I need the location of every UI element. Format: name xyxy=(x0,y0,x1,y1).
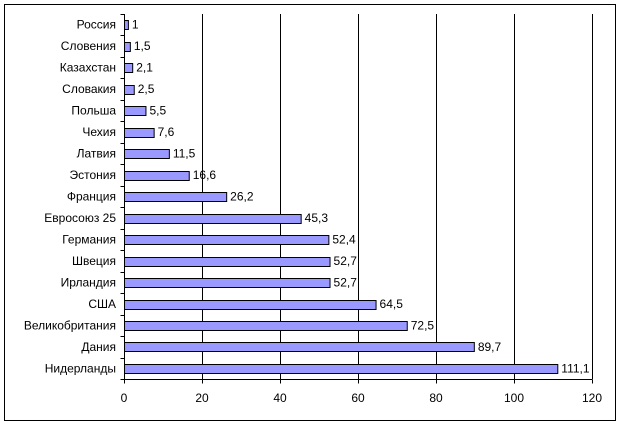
data-label-2: 1,5 xyxy=(134,39,151,53)
data-label-12: 52,7 xyxy=(334,254,358,268)
category-label-14: США xyxy=(88,297,116,311)
bar-11 xyxy=(124,235,330,245)
category-label-6: Чехия xyxy=(82,125,116,139)
category-label-16: Дания xyxy=(81,340,116,354)
category-label-7: Латвия xyxy=(77,147,116,161)
bar-3 xyxy=(124,63,134,73)
bar-13 xyxy=(124,278,331,288)
value-tick-label-0: 0 xyxy=(121,391,128,405)
data-label-9: 26,2 xyxy=(230,190,254,204)
category-label-17: Нидерланды xyxy=(45,361,116,375)
data-label-1: 1 xyxy=(132,18,139,32)
category-label-12: Швеция xyxy=(72,254,116,268)
value-tick-label-60: 60 xyxy=(351,391,365,405)
category-label-3: Казахстан xyxy=(60,61,116,75)
data-label-11: 52,4 xyxy=(332,232,356,246)
bars xyxy=(124,20,559,374)
category-label-4: Словакия xyxy=(62,82,116,96)
axes xyxy=(120,14,593,384)
value-tick-label-40: 40 xyxy=(273,391,287,405)
bar-4 xyxy=(124,85,135,95)
bar-8 xyxy=(124,171,190,181)
bar-10 xyxy=(124,214,302,224)
data-label-16: 89,7 xyxy=(478,340,502,354)
category-label-11: Германия xyxy=(62,232,116,246)
bar-7 xyxy=(124,149,170,159)
gridlines xyxy=(202,14,593,379)
bar-14 xyxy=(124,300,377,310)
value-tick-label-120: 120 xyxy=(582,391,602,405)
value-axis-labels: 0 20 40 60 80 100 120 xyxy=(121,391,603,405)
data-label-5: 5,5 xyxy=(149,104,166,118)
data-label-4: 2,5 xyxy=(138,82,155,96)
bar-9 xyxy=(124,192,228,202)
category-label-8: Эстония xyxy=(70,168,117,182)
bar-1 xyxy=(124,20,129,30)
bar-12 xyxy=(124,257,331,267)
bar-15 xyxy=(124,321,408,331)
value-tick-label-20: 20 xyxy=(195,391,209,405)
data-label-13: 52,7 xyxy=(334,275,358,289)
bar-6 xyxy=(124,128,155,138)
data-label-17: 111,1 xyxy=(561,361,590,375)
bar-16 xyxy=(124,342,475,352)
data-label-8: 16,6 xyxy=(193,168,217,182)
category-label-9: Франция xyxy=(67,190,116,204)
data-label-7: 11,5 xyxy=(173,147,196,161)
category-label-2: Словения xyxy=(61,39,116,53)
bar-2 xyxy=(124,42,131,52)
category-axis-labels: Россия Словения Казахстан Словакия Польша Чех… xyxy=(24,18,116,376)
data-label-10: 45,3 xyxy=(305,211,329,225)
bar-5 xyxy=(124,106,147,116)
category-label-13: Ирландия xyxy=(61,275,116,289)
category-label-5: Польша xyxy=(71,104,116,118)
value-tick-label-80: 80 xyxy=(429,391,443,405)
data-label-6: 7,6 xyxy=(158,125,175,139)
category-label-1: Россия xyxy=(77,18,116,32)
data-label-15: 72,5 xyxy=(411,318,435,332)
data-labels: 11,52,12,55,57,611,516,626,245,352,452,7… xyxy=(132,18,590,376)
category-label-10: Евросоюз 25 xyxy=(44,211,116,225)
data-label-14: 64,5 xyxy=(380,297,404,311)
bar-17 xyxy=(124,364,559,374)
category-label-15: Великобритания xyxy=(24,318,116,332)
value-tick-label-100: 100 xyxy=(504,391,524,405)
data-label-3: 2,1 xyxy=(136,61,153,75)
